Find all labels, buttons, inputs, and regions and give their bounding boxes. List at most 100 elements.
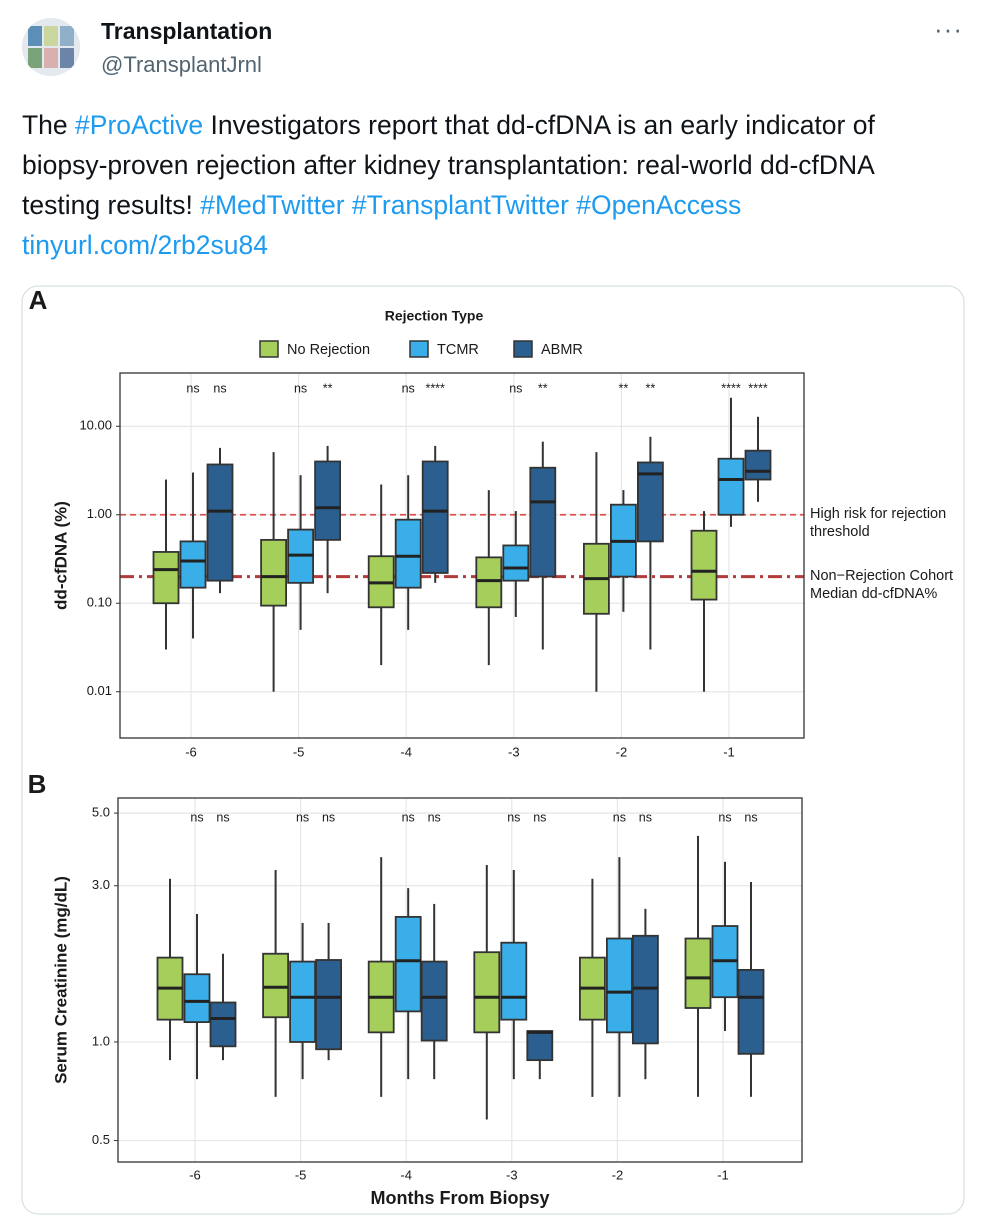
x-tick-label: -6 <box>189 1167 201 1182</box>
x-tick-label: -6 <box>185 744 197 759</box>
legend-swatch <box>513 340 533 358</box>
hashtag[interactable]: #TransplantTwitter <box>351 190 569 220</box>
hashtag[interactable]: #ProActive <box>75 110 204 140</box>
significance-label: **** <box>721 381 741 395</box>
panel-label: A <box>29 285 48 315</box>
y-tick-label: 0.10 <box>87 595 112 610</box>
box <box>206 463 234 582</box>
box <box>744 449 772 481</box>
legend-swatch <box>409 340 429 358</box>
box <box>502 544 530 582</box>
significance-label: ns <box>322 810 335 824</box>
hashtag[interactable]: #MedTwitter <box>200 190 345 220</box>
reference-line-label: High risk for rejection threshold <box>810 505 947 540</box>
y-tick-label: 1.0 <box>92 1033 110 1048</box>
box <box>473 951 501 1034</box>
more-button[interactable]: ··· <box>934 14 963 44</box>
x-tick-label: -2 <box>616 744 628 759</box>
significance-label: **** <box>748 381 768 395</box>
reference-line-label: Non−Rejection Cohort Median dd-cfDNA% <box>810 567 954 602</box>
significance-label: ns <box>509 381 522 395</box>
box <box>526 1030 554 1062</box>
significance-label: ** <box>323 381 333 395</box>
y-axis-label: Serum Creatinine (mg/dL) <box>51 876 70 1084</box>
legend-label: TCMR <box>437 342 479 358</box>
significance-label: ns <box>533 810 546 824</box>
significance-label: ns <box>402 381 415 395</box>
significance-label: ns <box>186 381 199 395</box>
panel-label: B <box>28 769 47 799</box>
box <box>315 959 343 1051</box>
legend-title: Rejection Type <box>385 308 484 324</box>
significance-label: ns <box>213 381 226 395</box>
box <box>606 937 633 1034</box>
box <box>152 551 180 605</box>
significance-label: ** <box>538 381 548 395</box>
x-tick-label: -5 <box>293 744 305 759</box>
significance-label: ns <box>639 810 652 824</box>
account-name[interactable]: Transplantation <box>101 18 273 44</box>
y-tick-label: 0.01 <box>87 683 112 698</box>
significance-label: ** <box>619 381 629 395</box>
y-tick-label: 0.5 <box>92 1132 110 1147</box>
plot-border <box>119 372 805 739</box>
box <box>529 466 557 578</box>
significance-label: ns <box>744 810 757 824</box>
significance-label: ns <box>296 810 309 824</box>
avatar-art <box>22 18 80 76</box>
y-tick-label: 1.00 <box>87 506 112 521</box>
box <box>717 457 745 516</box>
significance-label: ** <box>646 381 656 395</box>
x-tick-label: -4 <box>400 744 412 759</box>
legend-label: No Rejection <box>287 342 370 358</box>
box <box>737 969 765 1055</box>
box <box>421 460 449 574</box>
significance-label: ns <box>507 810 520 824</box>
significance-label: ns <box>718 810 731 824</box>
box <box>183 973 211 1024</box>
x-tick-label: -4 <box>400 1167 412 1182</box>
box <box>394 518 422 589</box>
box <box>420 960 448 1042</box>
significance-label: ns <box>428 810 441 824</box>
x-tick-label: -2 <box>612 1167 624 1182</box>
box <box>314 460 342 541</box>
significance-label: ns <box>613 810 626 824</box>
text: The <box>22 110 76 140</box>
significance-label: ns <box>190 810 203 824</box>
significance-label: ns <box>402 810 415 824</box>
avatar[interactable] <box>22 18 80 76</box>
box <box>260 538 288 607</box>
significance-label: ns <box>216 810 229 824</box>
box <box>684 937 712 1009</box>
y-tick-label: 5.0 <box>92 805 110 820</box>
account-handle[interactable]: @TransplantJrnl <box>101 52 262 77</box>
tweet-text: The #ProActive Investigators report that… <box>22 105 952 265</box>
box <box>690 529 718 601</box>
plot-border <box>117 797 803 1163</box>
legend-swatch <box>259 340 279 358</box>
box <box>262 952 290 1019</box>
box <box>289 960 317 1043</box>
box <box>394 915 422 1013</box>
legend-label: ABMR <box>541 342 583 358</box>
y-tick-label: 10.00 <box>79 418 112 433</box>
link[interactable]: tinyurl.com/2rb2su84 <box>22 230 268 260</box>
significance-label: **** <box>425 381 445 395</box>
x-axis-label: Months From Biopsy <box>371 1188 550 1208</box>
x-tick-label: -5 <box>295 1167 307 1182</box>
x-tick-label: -3 <box>506 1167 518 1182</box>
significance-label: ns <box>294 381 307 395</box>
box <box>209 1001 237 1048</box>
text: Investigators report that dd-cfDNA is an… <box>22 110 875 220</box>
box <box>179 540 207 589</box>
y-tick-label: 3.0 <box>92 877 110 892</box>
box <box>637 461 664 543</box>
box <box>500 941 528 1021</box>
hashtag[interactable]: #OpenAccess <box>576 190 742 220</box>
plot-background <box>120 373 804 738</box>
box <box>475 556 503 609</box>
x-tick-label: -3 <box>508 744 520 759</box>
